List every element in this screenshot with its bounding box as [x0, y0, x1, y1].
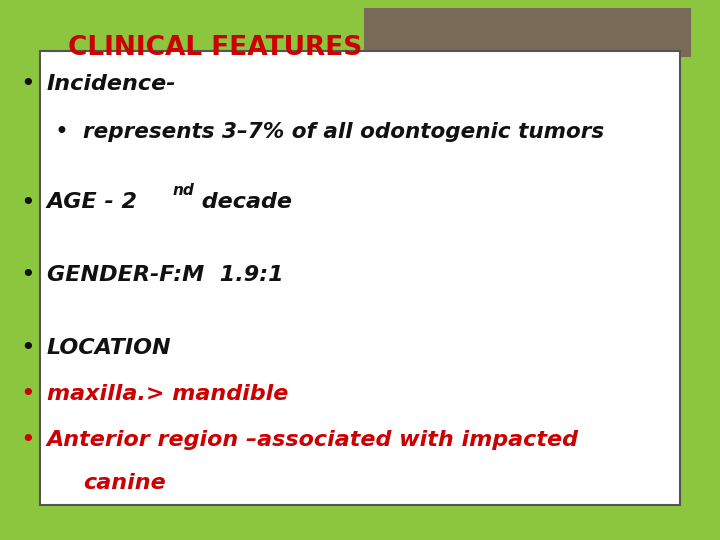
Text: •: • — [20, 264, 35, 287]
Text: AGE - 2: AGE - 2 — [47, 192, 138, 213]
Text: Anterior region –associated with impacted: Anterior region –associated with impacte… — [47, 430, 579, 450]
Text: •: • — [54, 120, 68, 144]
Text: represents 3–7% of all odontogenic tumors: represents 3–7% of all odontogenic tumor… — [83, 122, 604, 143]
Text: nd: nd — [173, 183, 194, 198]
Bar — [364, 8, 691, 57]
Text: CLINICAL FEATURES: CLINICAL FEATURES — [68, 35, 363, 60]
Bar — [40, 51, 680, 505]
Text: decade: decade — [194, 192, 292, 213]
Text: canine: canine — [83, 473, 166, 494]
Text: •: • — [20, 72, 35, 96]
Text: •: • — [20, 428, 35, 452]
Text: maxilla.> mandible: maxilla.> mandible — [47, 384, 288, 404]
Text: •: • — [20, 191, 35, 214]
Text: LOCATION: LOCATION — [47, 338, 171, 359]
Text: GENDER-F:M  1.9:1: GENDER-F:M 1.9:1 — [47, 265, 284, 286]
Text: Incidence-: Incidence- — [47, 73, 176, 94]
Text: •: • — [20, 382, 35, 406]
Text: •: • — [20, 336, 35, 360]
